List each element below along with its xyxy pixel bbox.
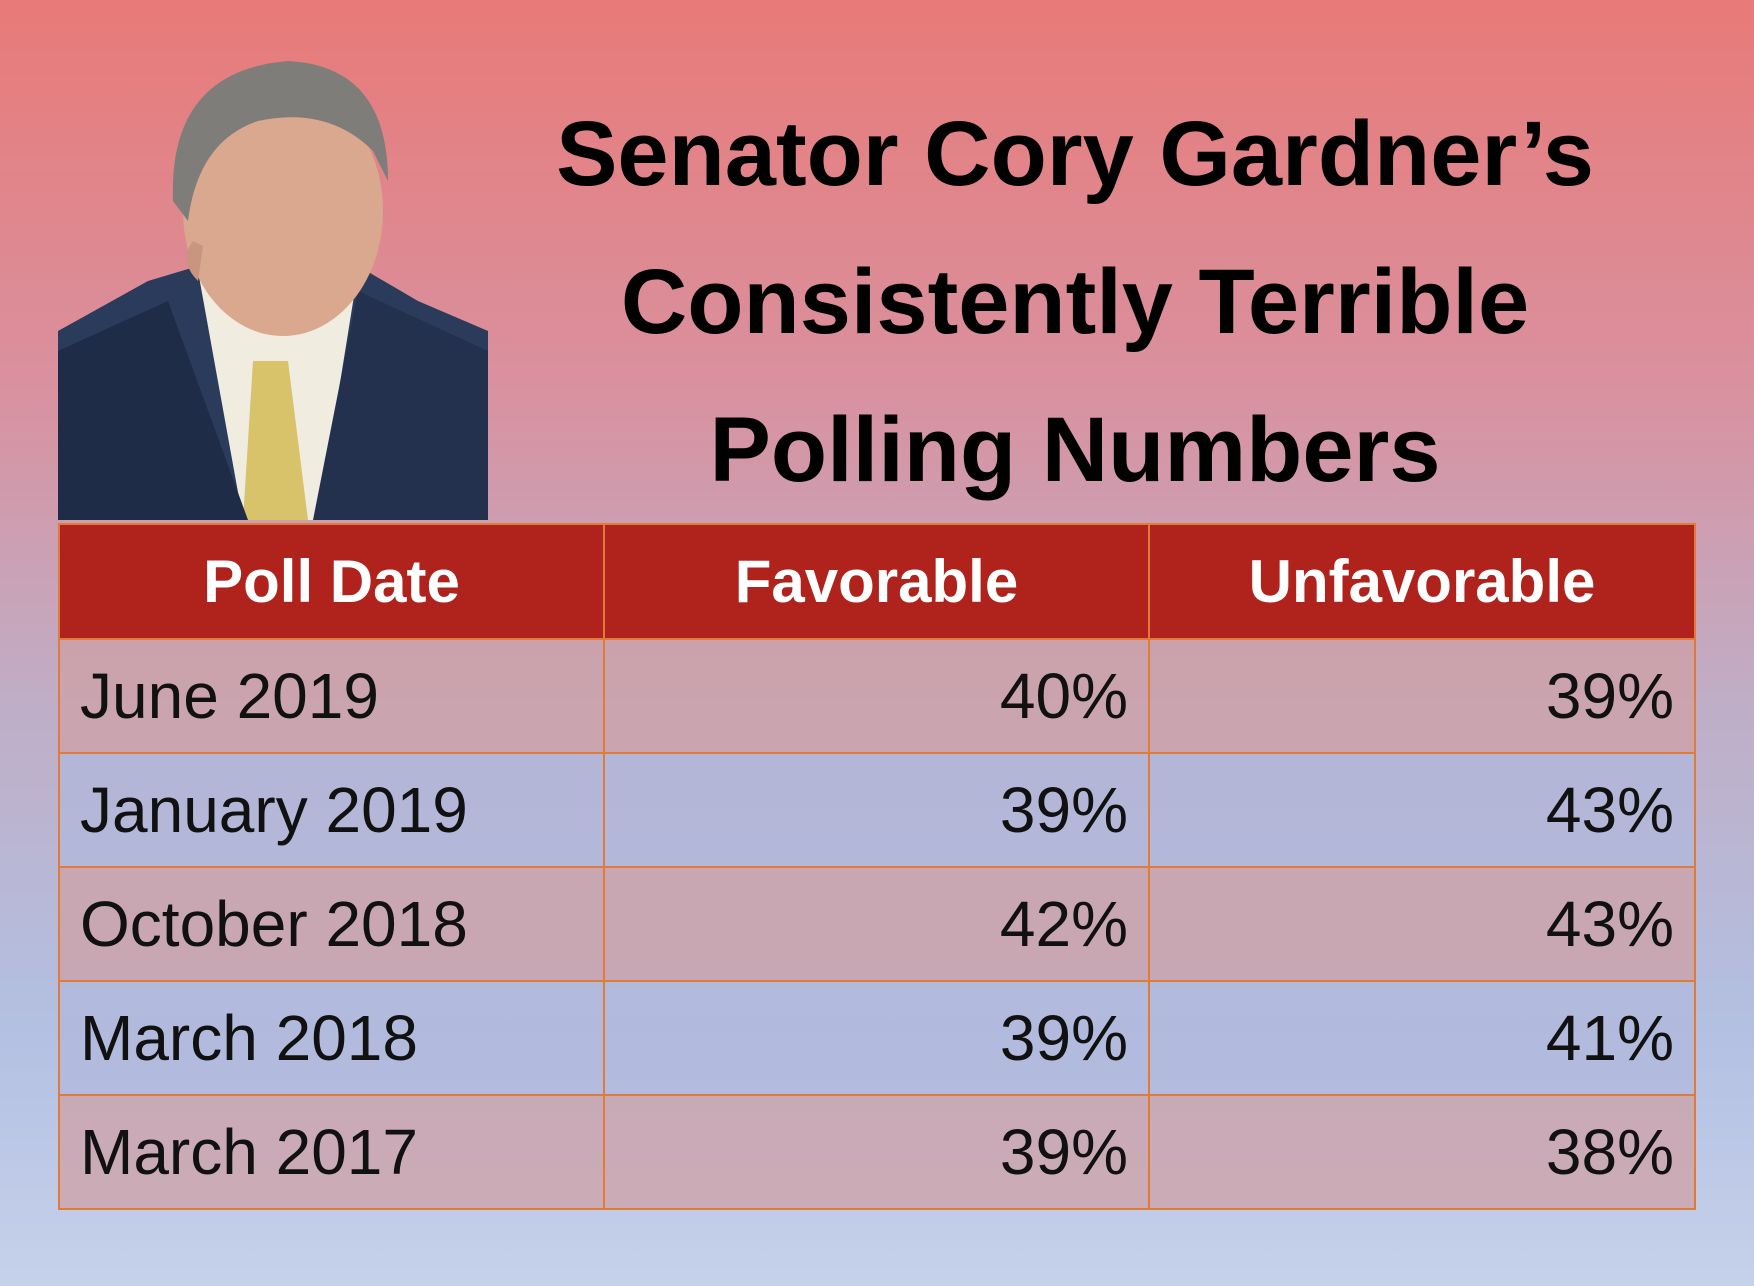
poll-date: March 2017	[58, 1094, 605, 1210]
table-body: June 2019 40% 39% January 2019 39% 43% October…	[58, 638, 1696, 1210]
poll-date: March 2018	[58, 980, 605, 1096]
senator-photo	[58, 61, 488, 520]
percent-cell: 39%	[603, 1094, 1150, 1210]
table-row: March 2018 39% 41%	[58, 980, 1696, 1096]
percent-cell: 39%	[603, 752, 1150, 868]
percent-cell: 41%	[1148, 980, 1696, 1096]
percent-cell: 42%	[603, 866, 1150, 982]
table-row: January 2019 39% 43%	[58, 752, 1696, 868]
table-row: October 2018 42% 43%	[58, 866, 1696, 982]
poll-date: June 2019	[58, 638, 605, 754]
column-header: Unfavorable	[1148, 523, 1696, 640]
table-row: March 2017 39% 38%	[58, 1094, 1696, 1210]
column-header: Poll Date	[58, 523, 605, 640]
poll-date: January 2019	[58, 752, 605, 868]
table-row: June 2019 40% 39%	[58, 638, 1696, 754]
poll-table: Poll Date Favorable Unfavorable June 2019 4…	[58, 523, 1696, 1210]
title-line: Polling Numbers	[709, 399, 1441, 501]
percent-cell: 39%	[603, 980, 1150, 1096]
title-line: Senator Cory Gardner’s	[556, 103, 1594, 205]
percent-cell: 43%	[1148, 752, 1696, 868]
percent-cell: 38%	[1148, 1094, 1696, 1210]
title-line: Consistently Terrible	[620, 251, 1530, 353]
percent-cell: 43%	[1148, 866, 1696, 982]
column-header: Favorable	[603, 523, 1150, 640]
poll-date: October 2018	[58, 866, 605, 982]
title: Senator Cory Gardner’s Consistently Terr…	[470, 80, 1680, 524]
header-row: Poll Date Favorable Unfavorable	[58, 523, 1696, 640]
percent-cell: 39%	[1148, 638, 1696, 754]
percent-cell: 40%	[603, 638, 1150, 754]
